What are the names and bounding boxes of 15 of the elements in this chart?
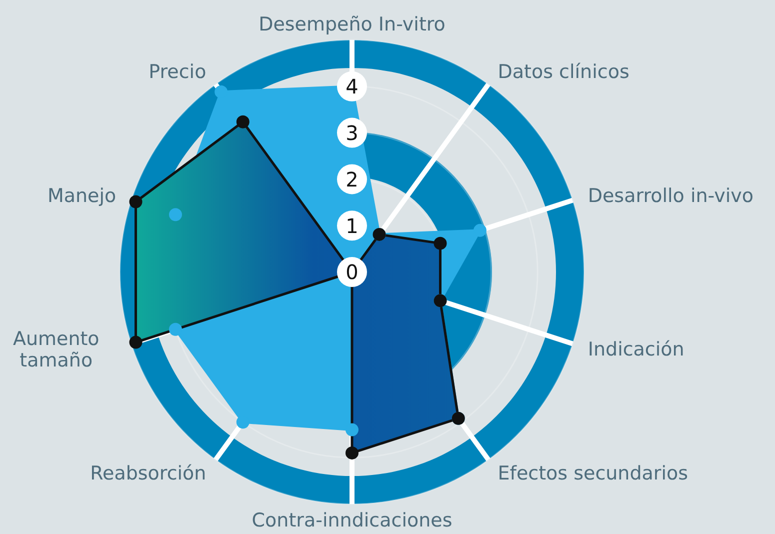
y-tick-label: 4 — [346, 74, 358, 99]
spoke-label: Desempeño In-vitro — [258, 14, 446, 36]
spoke-label: Aumento tamaño — [12, 328, 100, 372]
y-tick-label: 2 — [346, 167, 358, 192]
spoke-label: Indicación — [588, 338, 684, 360]
y-tick-label: 3 — [346, 121, 358, 145]
y-tick-label: 0 — [346, 260, 358, 284]
y-tick-label: 1 — [346, 214, 358, 238]
spoke-label: Desarrollo in-vivo — [588, 185, 754, 208]
spoke-label: Manejo — [47, 185, 116, 208]
spoke-label: Precio — [148, 61, 206, 84]
spoke-label: Datos clínicos — [498, 61, 630, 84]
spoke-label: Efectos secundarios — [498, 462, 688, 484]
spoke-label: Reabsorción — [90, 462, 206, 484]
spoke-label: Contra-inndicaciones — [252, 510, 452, 532]
